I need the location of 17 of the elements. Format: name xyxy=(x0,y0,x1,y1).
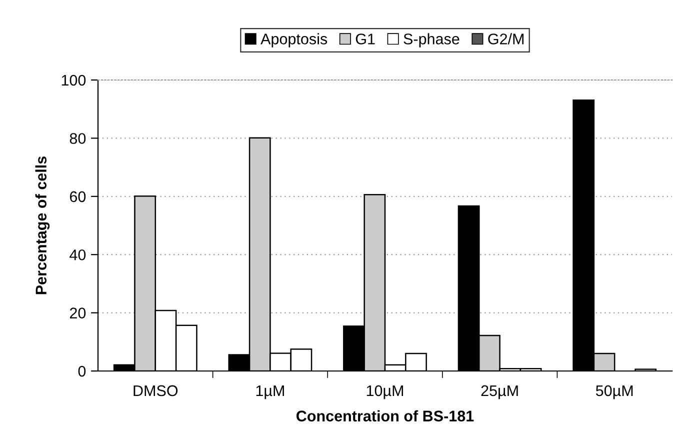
x-tick-label: DMSO xyxy=(134,385,178,396)
y-tick-label: 60 xyxy=(70,191,86,202)
y-tick-label: 40 xyxy=(70,249,86,260)
x-tick-label: 1µM xyxy=(256,385,284,400)
x-tick-label: 10µM xyxy=(366,385,404,400)
y-tick-label: 100 xyxy=(62,74,86,86)
y-tick-label: 80 xyxy=(70,133,86,144)
legend-label: G1 xyxy=(356,34,375,44)
x-tick-label: 25µM xyxy=(481,385,518,400)
legend-label: G2/M xyxy=(488,33,524,44)
y-tick-label: 20 xyxy=(70,308,86,318)
legend-label: S-phase xyxy=(404,33,460,48)
x-tick-label: 50µM xyxy=(596,385,633,400)
y-tick-label: 0 xyxy=(78,366,86,377)
x-axis-title: Concentration of BS-181 xyxy=(296,410,474,422)
legend-label: Apoptosis xyxy=(260,33,328,48)
y-axis-title: Percentage of cells xyxy=(35,156,50,294)
